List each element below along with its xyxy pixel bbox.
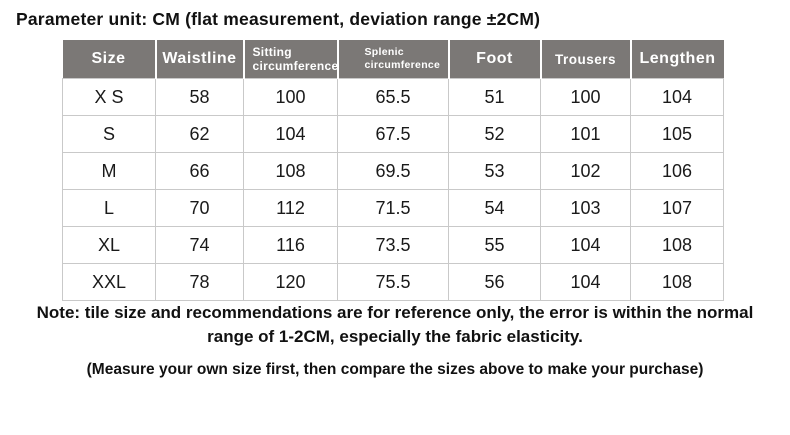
- table-cell: 67.5: [337, 115, 449, 153]
- table-cell: 100: [243, 78, 338, 116]
- reference-note: Note: tile size and recommendations are …: [0, 301, 790, 349]
- size-label: XL: [62, 226, 156, 264]
- table-cell: 100: [540, 78, 631, 116]
- col-header-size: Size: [62, 40, 157, 79]
- table-cell: 55: [448, 226, 541, 264]
- table-cell: 120: [243, 263, 338, 301]
- col-header-foot: Foot: [448, 40, 542, 79]
- table-cell: 108: [243, 152, 338, 190]
- table-cell: 104: [243, 115, 338, 153]
- table-row-xxl: XXL 78 120 75.5 56 104 108: [62, 263, 724, 301]
- table-cell: 51: [448, 78, 541, 116]
- size-label: M: [62, 152, 156, 190]
- table-cell: 75.5: [337, 263, 449, 301]
- table-cell: 66: [155, 152, 244, 190]
- table-cell: 53: [448, 152, 541, 190]
- table-cell: 54: [448, 189, 541, 227]
- col-header-splenic-circumference: Splenic circumference: [337, 40, 450, 79]
- col-header-waistline: Waistline: [155, 40, 245, 79]
- header-row: Size Waistline Sitting circumference Spl…: [62, 40, 724, 79]
- table-cell: 70: [155, 189, 244, 227]
- table-cell: 104: [630, 78, 724, 116]
- table-cell: 116: [243, 226, 338, 264]
- table-cell: 71.5: [337, 189, 449, 227]
- table-cell: 106: [630, 152, 724, 190]
- table-cell: 108: [630, 226, 724, 264]
- table-cell: 112: [243, 189, 338, 227]
- table-cell: 62: [155, 115, 244, 153]
- page-title: Parameter unit: CM (flat measurement, de…: [16, 9, 541, 29]
- size-label: L: [62, 189, 156, 227]
- table-cell: 104: [540, 226, 631, 264]
- table-cell: 73.5: [337, 226, 449, 264]
- table-cell: 78: [155, 263, 244, 301]
- table-cell: 101: [540, 115, 631, 153]
- table-cell: 108: [630, 263, 724, 301]
- reference-note-line2: range of 1-2CM, especially the fabric el…: [207, 326, 583, 346]
- table-cell: 107: [630, 189, 724, 227]
- col-header-lengthen: Lengthen: [630, 40, 724, 79]
- table-cell: 74: [155, 226, 244, 264]
- table-row-xl: XL 74 116 73.5 55 104 108: [62, 226, 724, 264]
- col-header-sitting-circumference: Sitting circumference: [243, 40, 339, 79]
- table-cell: 69.5: [337, 152, 449, 190]
- table-cell: 105: [630, 115, 724, 153]
- size-label: S: [62, 115, 156, 153]
- table-row-m: M 66 108 69.5 53 102 106: [62, 152, 724, 190]
- table-row-l: L 70 112 71.5 54 103 107: [62, 189, 724, 227]
- size-chart-table: Size Waistline Sitting circumference Spl…: [62, 40, 724, 301]
- table-cell: 58: [155, 78, 244, 116]
- table-row-s: S 62 104 67.5 52 101 105: [62, 115, 724, 153]
- table-cell: 104: [540, 263, 631, 301]
- table-cell: 65.5: [337, 78, 449, 116]
- table-cell: 56: [448, 263, 541, 301]
- reference-note-line1: Note: tile size and recommendations are …: [36, 303, 754, 322]
- size-label: XXL: [62, 263, 156, 301]
- table-cell: 103: [540, 189, 631, 227]
- table-cell: 102: [540, 152, 631, 190]
- size-label: X S: [62, 78, 156, 116]
- table-cell: 52: [448, 115, 541, 153]
- measure-advice: (Measure your own size first, then compa…: [86, 361, 704, 378]
- table-row-xs: X S 58 100 65.5 51 100 104: [62, 78, 724, 116]
- col-header-trousers: Trousers: [540, 40, 632, 79]
